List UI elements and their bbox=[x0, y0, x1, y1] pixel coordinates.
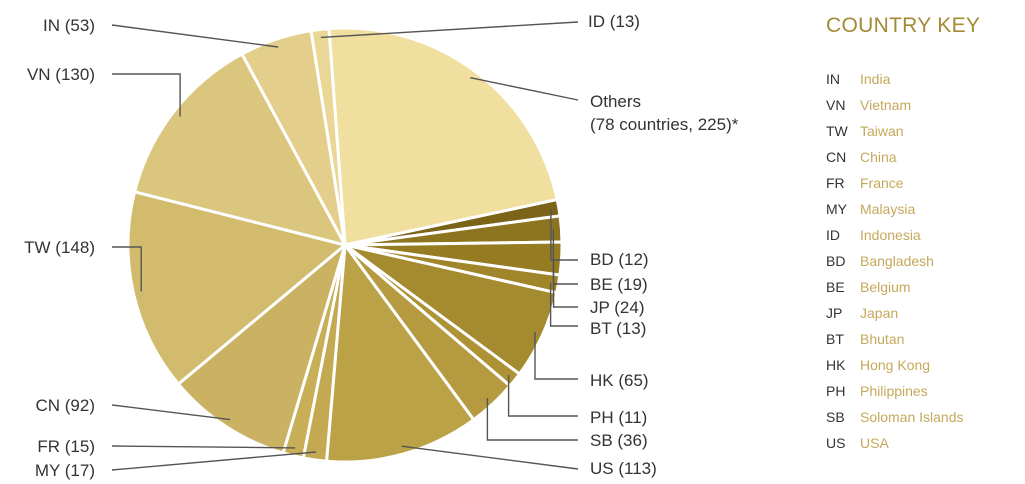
key-row-fr: FR France bbox=[826, 170, 980, 196]
leader-line-id bbox=[320, 21, 579, 39]
key-country-name: Hong Kong bbox=[860, 357, 931, 373]
key-country-name: Vietnam bbox=[860, 97, 912, 113]
key-row-us: US USA bbox=[826, 430, 980, 456]
key-country-name: China bbox=[860, 149, 897, 165]
key-row-id: ID Indonesia bbox=[826, 222, 980, 248]
key-code: SB bbox=[826, 409, 845, 425]
slice-label-cn: CN (92) bbox=[35, 396, 95, 415]
slice-label-bt: BT (13) bbox=[590, 319, 646, 338]
leader-line-fr bbox=[111, 445, 296, 449]
leader-line-others bbox=[470, 77, 579, 101]
slice-label-sb: SB (36) bbox=[590, 431, 648, 450]
leader-line-us bbox=[401, 445, 579, 470]
leader-lines bbox=[111, 21, 579, 471]
key-code: ID bbox=[826, 227, 840, 243]
slice-label-hk: HK (65) bbox=[590, 371, 649, 390]
key-row-be: BE Belgium bbox=[826, 274, 980, 300]
key-row-tw: TW Taiwan bbox=[826, 118, 980, 144]
key-country-name: Malaysia bbox=[860, 201, 916, 217]
leader-line-jp bbox=[552, 258, 578, 308]
key-country-name: Belgium bbox=[860, 279, 911, 295]
slice-label-jp: JP (24) bbox=[590, 298, 645, 317]
key-code: TW bbox=[826, 123, 848, 139]
key-code: BT bbox=[826, 331, 844, 347]
key-country-name: France bbox=[860, 175, 904, 191]
slice-label-fr: FR (15) bbox=[37, 437, 95, 456]
leader-line-bt bbox=[549, 282, 578, 327]
slice-label-tw: TW (148) bbox=[24, 238, 95, 257]
slice-labels: Others (78 countries, 225)* BD (12) BE (19)… bbox=[24, 12, 739, 480]
pie-slices bbox=[126, 26, 564, 464]
key-code: JP bbox=[826, 305, 843, 321]
key-row-jp: JP Japan bbox=[826, 300, 980, 326]
slice-label-my: MY (17) bbox=[35, 461, 95, 480]
pie-slice-cn bbox=[176, 243, 347, 455]
key-country-name: Bhutan bbox=[860, 331, 905, 347]
key-row-in: IN India bbox=[826, 66, 980, 92]
key-row-hk: HK Hong Kong bbox=[826, 352, 980, 378]
slice-label-bd: BD (12) bbox=[590, 250, 649, 269]
key-code: MY bbox=[826, 201, 847, 217]
leader-line-cn bbox=[111, 404, 231, 421]
key-row-bd: BD Bangladesh bbox=[826, 248, 980, 274]
key-country-name: India bbox=[860, 71, 891, 87]
key-code: VN bbox=[826, 97, 846, 113]
key-code: BD bbox=[826, 253, 846, 269]
pie-slice-us bbox=[325, 243, 476, 464]
leader-line-hk bbox=[534, 332, 578, 380]
leader-line-vn bbox=[112, 73, 181, 117]
key-code: IN bbox=[826, 71, 840, 87]
key-code: HK bbox=[826, 357, 846, 373]
key-country-name: Taiwan bbox=[860, 123, 904, 139]
key-code: US bbox=[826, 435, 846, 451]
leader-line-in bbox=[111, 24, 279, 48]
leader-line-my bbox=[111, 451, 317, 471]
key-country-name: Bangladesh bbox=[860, 253, 934, 269]
pie-slice-tw bbox=[126, 190, 347, 386]
key-country-name: Soloman Islands bbox=[860, 409, 964, 425]
slice-label-us: US (113) bbox=[590, 459, 657, 478]
key-code: BE bbox=[826, 279, 845, 295]
key-country-name: USA bbox=[860, 435, 889, 451]
pie-slice-vn bbox=[133, 52, 347, 247]
leader-line-bd bbox=[550, 209, 578, 261]
country-key-list: IN India VN Vietnam TW Taiwan CN China FR France M… bbox=[826, 66, 980, 456]
pie-slice-others bbox=[327, 26, 559, 247]
key-row-cn: CN China bbox=[826, 144, 980, 170]
key-row-ph: PH Philippines bbox=[826, 378, 980, 404]
key-country-name: Indonesia bbox=[860, 227, 921, 243]
key-row-vn: VN Vietnam bbox=[826, 92, 980, 118]
country-key-title: COUNTRY KEY bbox=[826, 14, 981, 37]
key-code: PH bbox=[826, 383, 846, 399]
slice-label-be: BE (19) bbox=[590, 275, 648, 294]
key-country-name: Japan bbox=[860, 305, 899, 321]
slice-label-in: IN (53) bbox=[43, 16, 95, 35]
slice-label-id: ID (13) bbox=[588, 12, 640, 31]
key-row-bt: BT Bhutan bbox=[826, 326, 980, 352]
key-code: FR bbox=[826, 175, 845, 191]
slice-label-ph: PH (11) bbox=[590, 408, 647, 427]
leader-line-sb bbox=[486, 398, 578, 441]
slice-label-vn: VN (130) bbox=[27, 65, 95, 84]
leader-line-tw bbox=[112, 246, 142, 292]
pie-chart: Others (78 countries, 225)* BD (12) BE (19)… bbox=[24, 12, 739, 480]
key-row-sb: SB Soloman Islands bbox=[826, 404, 980, 430]
leader-line-ph bbox=[507, 375, 578, 417]
slice-label-others: Others (78 countries, 225)* bbox=[590, 92, 739, 134]
key-country-name: Philippines bbox=[860, 383, 928, 399]
key-code: CN bbox=[826, 149, 847, 165]
country-key: COUNTRY KEY IN India VN Vietnam TW Taiwan CN Ch… bbox=[826, 14, 980, 456]
pie-slice-id bbox=[309, 27, 347, 247]
key-row-my: MY Malaysia bbox=[826, 196, 980, 222]
